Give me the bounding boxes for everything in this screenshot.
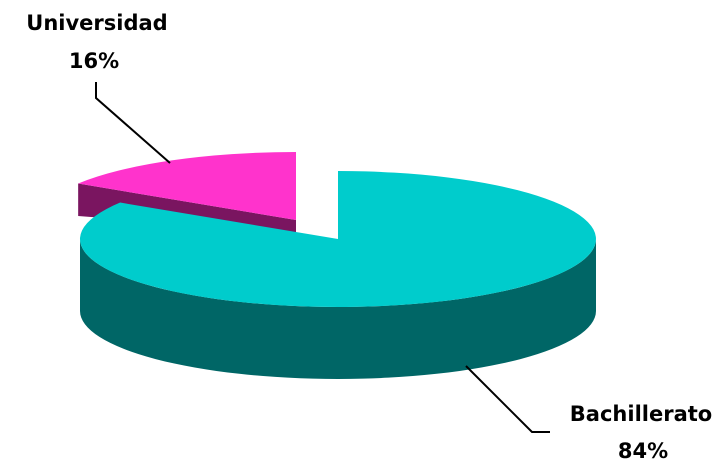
slice-universidad-side xyxy=(78,183,296,233)
slice-bachillerato-side xyxy=(80,239,596,379)
slice-universidad xyxy=(78,152,296,220)
label-bachillerato-name: Bachillerato xyxy=(570,402,712,426)
leader-line-universidad xyxy=(95,82,171,164)
slice-universidad-group xyxy=(78,152,296,233)
leader-line-bachillerato xyxy=(465,365,550,433)
label-universidad-name: Universidad xyxy=(26,11,167,35)
slice-bachillerato-group xyxy=(79,171,596,379)
slice-bachillerato xyxy=(79,171,596,307)
label-bachillerato-value: 84% xyxy=(618,439,668,463)
label-universidad-value: 16% xyxy=(69,49,119,73)
